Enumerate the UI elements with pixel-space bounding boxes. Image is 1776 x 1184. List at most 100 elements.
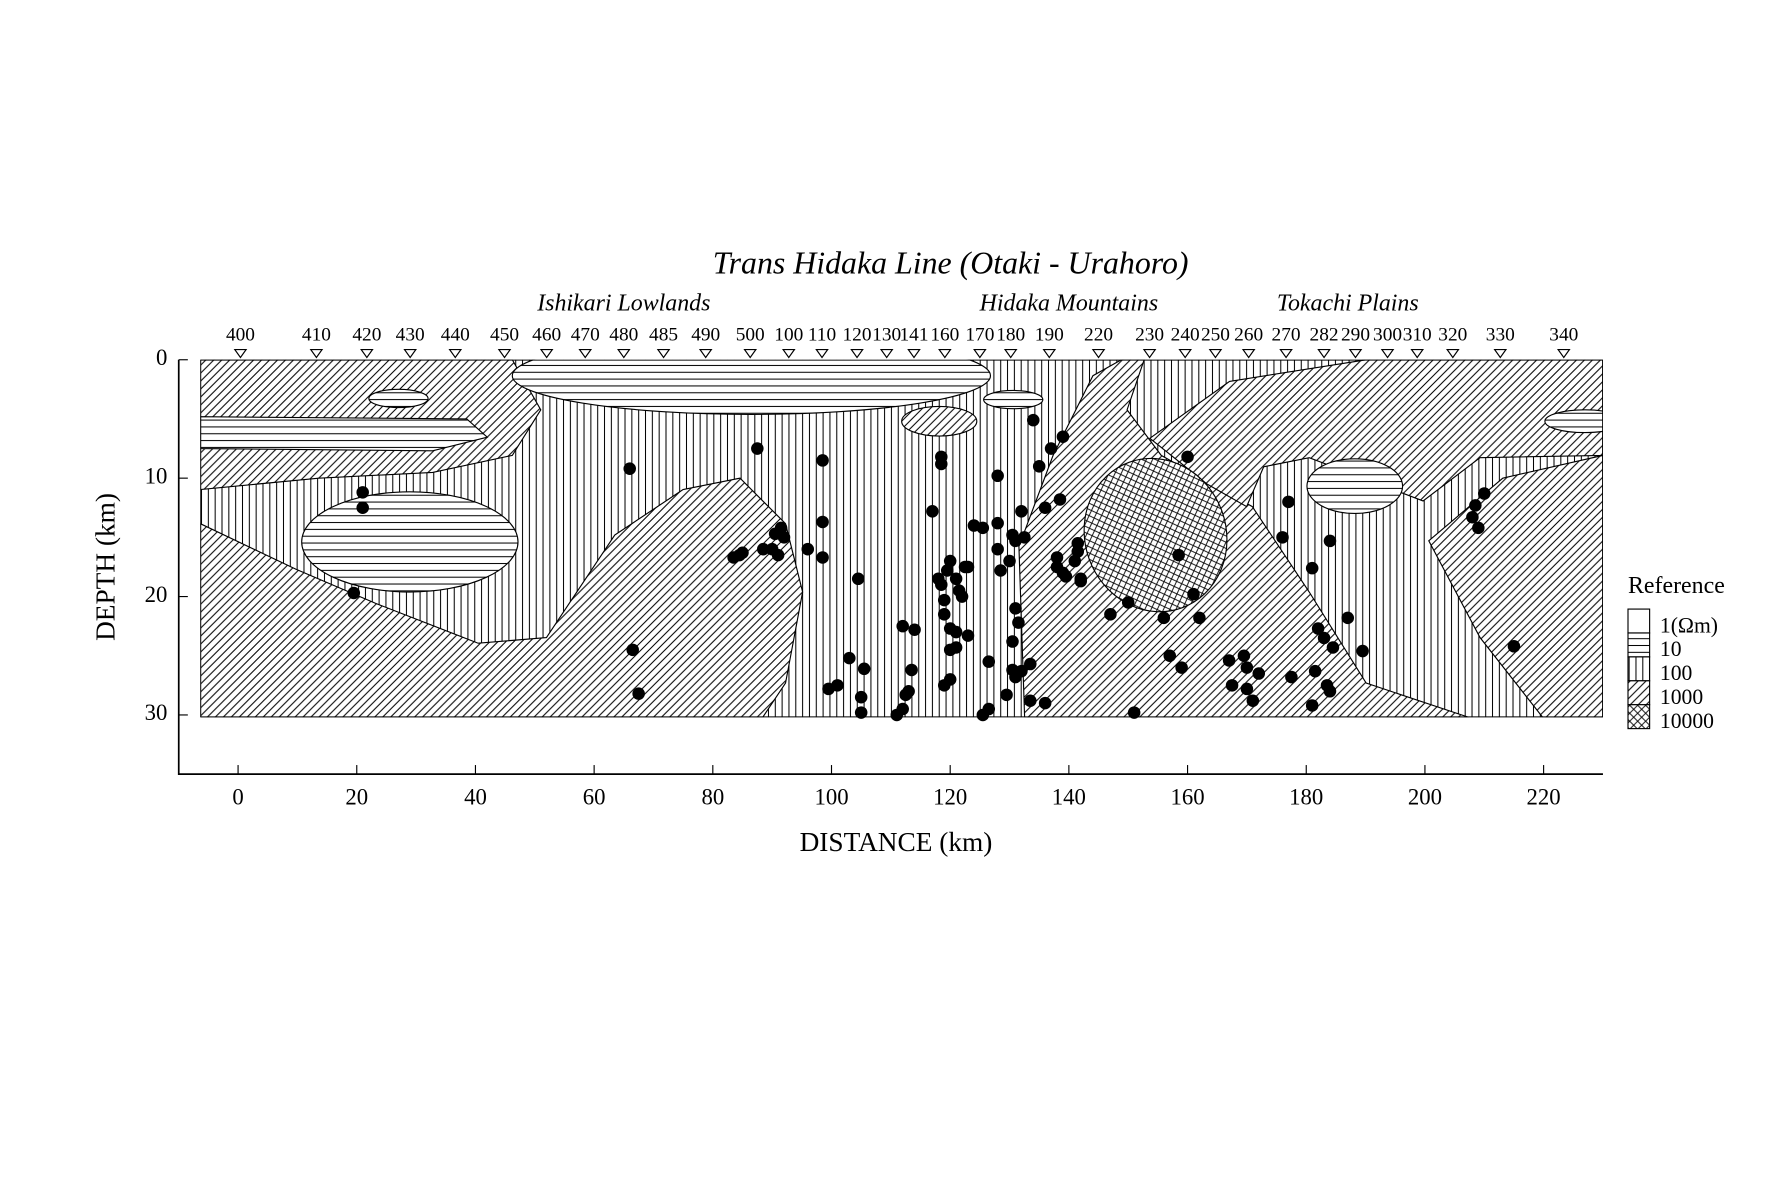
station-label: 310 bbox=[1403, 324, 1432, 345]
legend-swatch bbox=[1627, 680, 1651, 706]
hypocenter bbox=[976, 708, 990, 722]
region-label: Ishikari Lowlands bbox=[536, 291, 710, 317]
station-label: 460 bbox=[532, 324, 561, 345]
hypocenter bbox=[1172, 548, 1185, 562]
station-marker bbox=[578, 348, 593, 359]
station-marker bbox=[1279, 348, 1293, 359]
hypocenter bbox=[347, 586, 361, 600]
hypocenter bbox=[1252, 667, 1266, 680]
station-label: 290 bbox=[1341, 324, 1370, 345]
axis-frame bbox=[177, 359, 1603, 776]
station-label: 190 bbox=[1035, 324, 1064, 345]
hypocenter bbox=[1478, 487, 1491, 500]
station-marker bbox=[656, 348, 671, 359]
hypocenter bbox=[1000, 688, 1013, 702]
station-marker bbox=[360, 348, 374, 359]
hypocenter bbox=[356, 501, 369, 515]
resistivity-section bbox=[200, 359, 1603, 718]
hypocenter bbox=[1507, 640, 1521, 653]
hypocenter bbox=[801, 542, 815, 556]
hypocenter bbox=[949, 572, 963, 586]
station-label: 282 bbox=[1310, 324, 1339, 345]
legend-label: 100 bbox=[1660, 661, 1692, 685]
hypocenter bbox=[1469, 499, 1482, 512]
hypocenter bbox=[1305, 561, 1319, 575]
station-marker bbox=[1042, 348, 1057, 359]
hypocenter bbox=[626, 643, 639, 657]
hypocenter bbox=[1024, 657, 1037, 671]
station-marker bbox=[938, 348, 952, 359]
hypocenter bbox=[1059, 570, 1073, 583]
hypocenter bbox=[1225, 679, 1239, 692]
legend-label: 1(Ωm) bbox=[1660, 613, 1718, 637]
station-label: 430 bbox=[396, 324, 425, 345]
y-axis-label: DEPTH (km) bbox=[90, 493, 120, 641]
hypocenter bbox=[1317, 631, 1331, 645]
x-tick-label: 0 bbox=[232, 784, 243, 809]
hypocenter bbox=[857, 662, 871, 676]
hypocenter bbox=[1038, 696, 1052, 710]
hypocenter bbox=[994, 564, 1007, 577]
hypocenter bbox=[1282, 495, 1295, 509]
legend-label: 10 bbox=[1660, 637, 1682, 661]
station-label: 485 bbox=[649, 324, 678, 345]
station-marker bbox=[743, 348, 758, 359]
hypocenter bbox=[937, 679, 951, 692]
hypocenter bbox=[1024, 694, 1037, 708]
hypocenter bbox=[1326, 641, 1340, 654]
hypocenter bbox=[961, 560, 975, 574]
hypocenter bbox=[1323, 685, 1337, 698]
hypocenter bbox=[1323, 534, 1337, 548]
hypocenter bbox=[1276, 531, 1289, 544]
hypocenter bbox=[1466, 510, 1479, 524]
hypocenter bbox=[1027, 413, 1040, 427]
station-label: 470 bbox=[571, 324, 600, 345]
station-label: 141 bbox=[899, 324, 928, 345]
station-label: 420 bbox=[352, 324, 381, 345]
station-marker bbox=[781, 348, 796, 359]
hypocenter bbox=[1015, 664, 1028, 678]
hypocenter bbox=[926, 505, 939, 518]
hypocenter bbox=[961, 629, 975, 642]
hypocenter bbox=[1187, 587, 1200, 601]
hypocenter bbox=[940, 564, 954, 577]
hypocenter bbox=[736, 546, 749, 560]
hypocenter bbox=[1012, 616, 1025, 629]
hypocenter bbox=[905, 663, 918, 677]
station-label: 340 bbox=[1549, 324, 1578, 345]
station-marker bbox=[973, 348, 987, 359]
x-tick-label: 60 bbox=[583, 784, 606, 809]
hypocenter bbox=[1193, 611, 1206, 625]
station-label: 400 bbox=[226, 324, 255, 345]
hypocenter bbox=[816, 515, 829, 529]
hypocenter bbox=[1038, 501, 1052, 515]
station-marker bbox=[448, 348, 463, 359]
y-tick-label: 10 bbox=[145, 463, 168, 488]
hypocenter bbox=[816, 454, 829, 467]
hypocenter bbox=[1127, 706, 1141, 719]
legend-swatch bbox=[1627, 704, 1651, 730]
x-tick-label: 80 bbox=[701, 784, 724, 809]
x-tick-label: 140 bbox=[1052, 784, 1086, 809]
hypocenter bbox=[854, 690, 868, 704]
hypocenter bbox=[1157, 611, 1171, 625]
hypocenter bbox=[774, 521, 788, 535]
hypocenter bbox=[1246, 694, 1260, 708]
hypocenter bbox=[937, 608, 951, 621]
station-marker bbox=[907, 348, 921, 359]
hypocenter bbox=[843, 651, 856, 665]
hypocenter bbox=[935, 457, 948, 471]
hypocenter bbox=[1341, 611, 1355, 625]
hypocenter bbox=[623, 462, 637, 475]
station-label: 450 bbox=[490, 324, 519, 345]
station-label: 500 bbox=[736, 324, 765, 345]
station-marker bbox=[1003, 348, 1018, 359]
station-label: 220 bbox=[1084, 324, 1113, 345]
station-label: 120 bbox=[843, 324, 872, 345]
x-tick-label: 40 bbox=[464, 784, 487, 809]
hypocenter bbox=[1006, 635, 1019, 648]
station-marker bbox=[233, 348, 248, 359]
station-marker bbox=[1556, 348, 1571, 359]
hypocenter bbox=[1356, 644, 1369, 658]
